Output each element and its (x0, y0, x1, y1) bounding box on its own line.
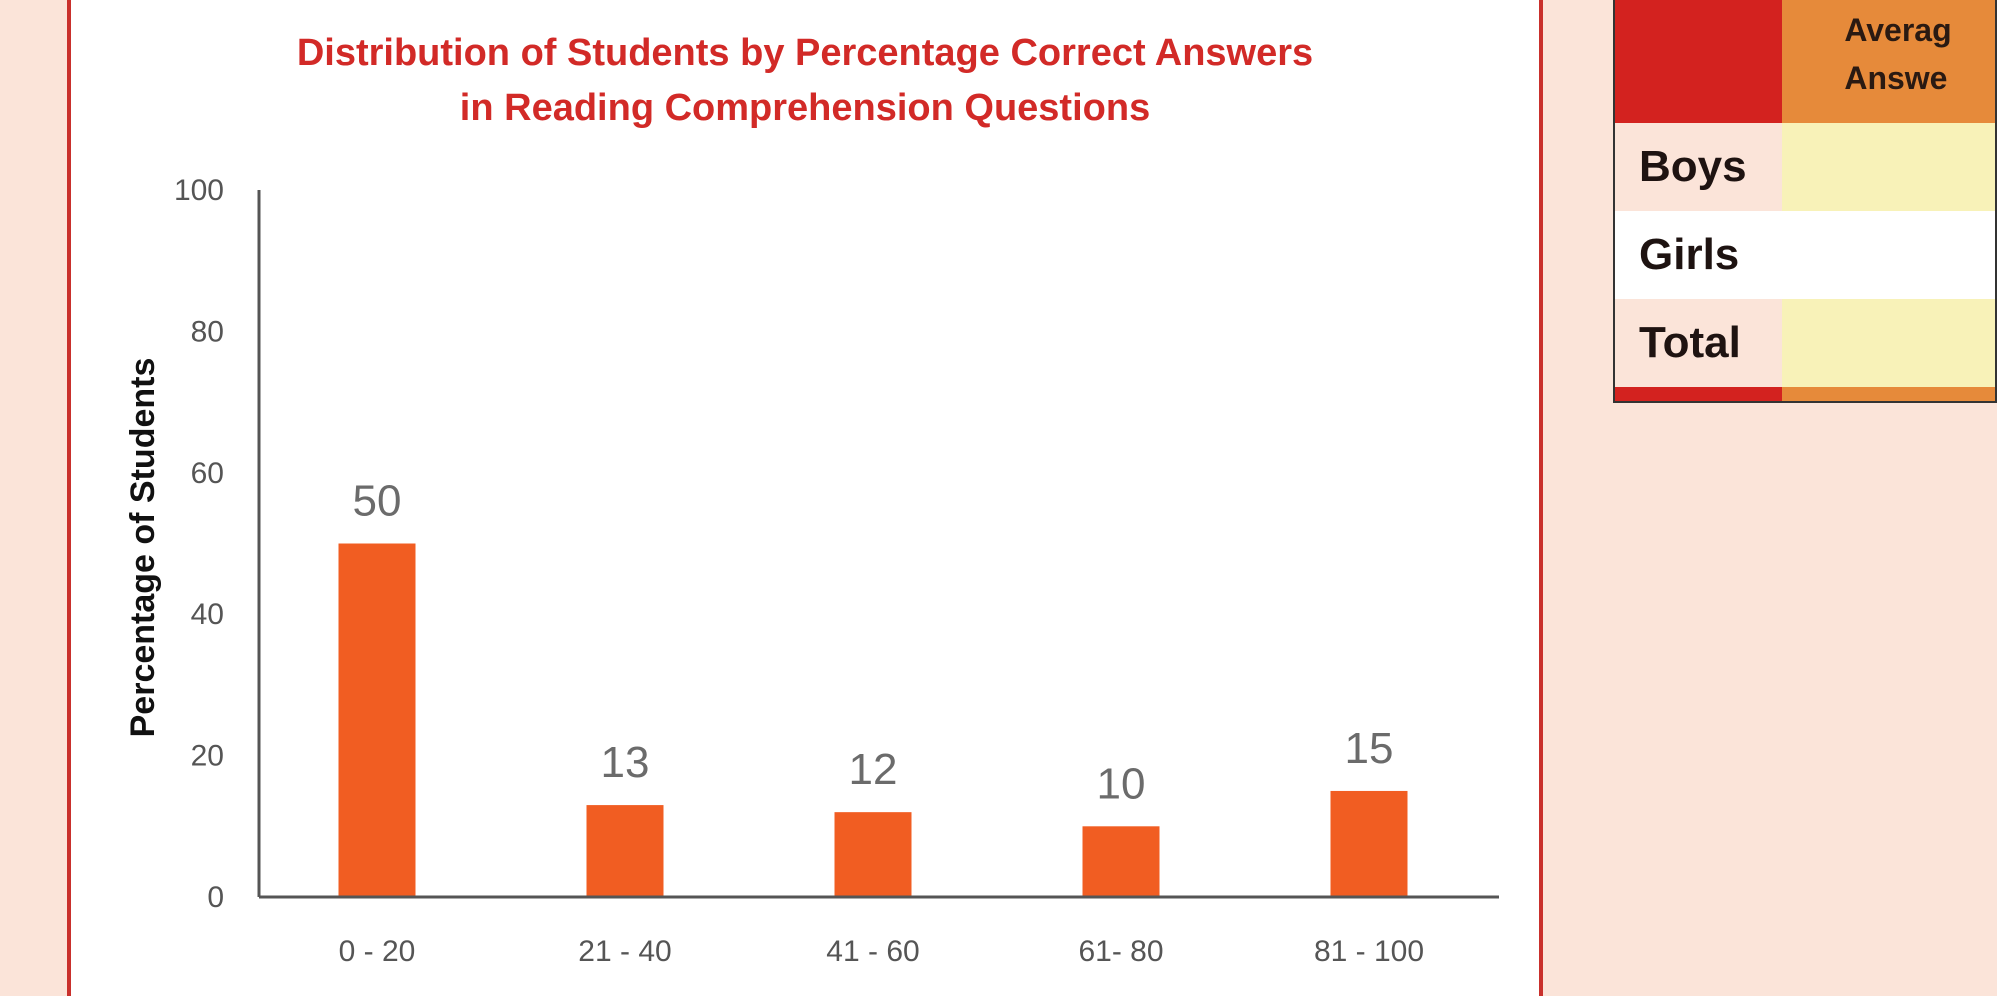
y-axis-label: Percentage of Students (124, 358, 162, 738)
table-row: Girls (1614, 211, 1996, 299)
bar (834, 812, 912, 897)
table-cell (1782, 123, 1996, 211)
summary-table: Averag Answe Boys Girls Total (1613, 0, 1997, 403)
chart-panel: Distribution of Students by Percentage C… (67, 0, 1543, 996)
table-footer-cell (1782, 387, 1996, 402)
bar (1082, 826, 1160, 897)
y-tick-label: 80 (191, 315, 224, 348)
y-tick-label: 0 (207, 881, 224, 914)
x-tick-label: 61- 80 (1078, 935, 1163, 968)
table-header-row: Averag Answe (1614, 0, 1996, 123)
table-footer-cell (1614, 387, 1783, 402)
y-tick-label: 60 (191, 457, 224, 490)
data-label: 10 (1097, 759, 1146, 808)
y-tick-label: 100 (174, 174, 224, 207)
table-cell (1782, 211, 1996, 299)
row-label-girls: Girls (1614, 211, 1783, 299)
bar-chart: 0 20 40 60 80 100 50 13 12 10 15 0 - 20 21 - 40 41 … (124, 174, 1499, 968)
x-tick-label: 0 - 20 (339, 935, 416, 968)
data-label: 15 (1345, 724, 1394, 773)
data-label: 13 (601, 738, 650, 787)
bar (338, 543, 416, 897)
bar (586, 805, 664, 897)
chart-title-line-2: in Reading Comprehension Questions (459, 87, 1151, 129)
x-tick-label: 21 - 40 (578, 935, 671, 968)
table-corner-cell (1614, 0, 1783, 123)
table-column-header: Averag Answe (1782, 0, 1996, 123)
y-tick-label: 20 (191, 740, 224, 773)
x-tick-label: 81 - 100 (1314, 935, 1424, 968)
column-header-line-1: Averag (1844, 12, 1952, 48)
data-label: 50 (353, 477, 402, 526)
x-tick-label: 41 - 60 (826, 935, 919, 968)
bar (1330, 790, 1408, 897)
table-footer-row (1614, 387, 1996, 402)
y-tick-label: 40 (191, 598, 224, 631)
row-label-total: Total (1614, 299, 1783, 387)
table-cell (1782, 299, 1996, 387)
column-header-line-2: Answe (1844, 60, 1948, 96)
chart-title: Distribution of Students by Percentage C… (71, 26, 1539, 136)
data-label: 12 (849, 745, 898, 794)
row-label-boys: Boys (1614, 123, 1783, 211)
chart-title-line-1: Distribution of Students by Percentage C… (296, 32, 1314, 74)
table-row: Total (1614, 299, 1996, 387)
table-row: Boys (1614, 123, 1996, 211)
